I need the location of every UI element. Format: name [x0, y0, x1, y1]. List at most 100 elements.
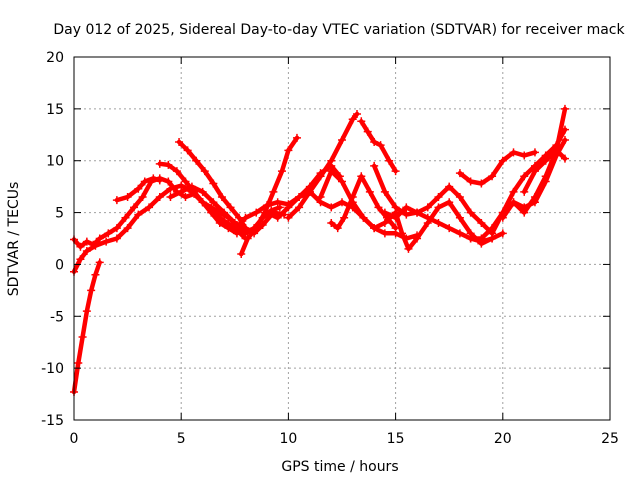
- data-point: [177, 187, 186, 196]
- data-point: [95, 234, 104, 243]
- data-point: [207, 203, 216, 212]
- data-point: [445, 224, 454, 233]
- data-point: [76, 242, 85, 251]
- data-point: [357, 117, 366, 126]
- data-point: [509, 198, 518, 207]
- data-point: [455, 193, 464, 202]
- data-point: [402, 203, 411, 212]
- data-point: [398, 229, 407, 238]
- data-point: [200, 167, 209, 176]
- data-point: [365, 187, 374, 196]
- data-point: [112, 196, 121, 205]
- data-point: [404, 244, 413, 253]
- data-point: [327, 218, 336, 227]
- data-point: [138, 193, 147, 202]
- data-point: [552, 146, 561, 155]
- x-tick-label: 15: [387, 431, 405, 447]
- data-point: [104, 229, 113, 238]
- data-point: [434, 193, 443, 202]
- x-tick-label: 20: [494, 431, 512, 447]
- data-point: [509, 187, 518, 196]
- data-point: [243, 234, 252, 243]
- data-point: [541, 156, 550, 165]
- data-point: [327, 203, 336, 212]
- data-point: [273, 198, 282, 207]
- data-point: [82, 246, 91, 255]
- data-point: [316, 172, 325, 181]
- data-point: [477, 234, 486, 243]
- data-point: [385, 156, 394, 165]
- data-point: [155, 176, 164, 185]
- x-tick-label: 5: [177, 431, 186, 447]
- data-point: [333, 224, 342, 233]
- data-point: [121, 213, 130, 222]
- data-point: [498, 229, 507, 238]
- data-point: [445, 182, 454, 191]
- data-point: [277, 167, 286, 176]
- data-point: [434, 203, 443, 212]
- data-point: [305, 187, 314, 196]
- data-point: [273, 213, 282, 222]
- data-point: [145, 203, 154, 212]
- series-pass-3: [71, 183, 248, 274]
- y-tick-label: 0: [55, 257, 64, 273]
- data-point: [380, 208, 389, 217]
- data-point: [102, 237, 111, 246]
- data-point: [541, 177, 550, 186]
- data-point: [374, 203, 383, 212]
- data-point: [380, 229, 389, 238]
- data-point: [560, 135, 569, 144]
- data-point: [498, 213, 507, 222]
- data-point: [220, 208, 229, 217]
- data-point: [348, 193, 357, 202]
- plot-frame: [73, 56, 611, 421]
- y-tick-label: 10: [46, 154, 64, 170]
- data-point: [391, 167, 400, 176]
- data-point: [220, 216, 229, 225]
- data-point: [402, 210, 411, 219]
- data-point: [445, 198, 454, 207]
- x-tick-label: 10: [279, 431, 297, 447]
- data-point: [353, 110, 362, 119]
- data-point: [149, 174, 158, 183]
- data-point: [498, 156, 507, 165]
- data-point: [340, 213, 349, 222]
- data-point: [155, 193, 164, 202]
- data-point: [232, 224, 241, 233]
- data-point: [327, 167, 336, 176]
- data-point: [262, 208, 271, 217]
- data-point: [455, 169, 464, 178]
- data-point: [295, 203, 304, 212]
- series-pass-9: [238, 135, 300, 257]
- data-point: [181, 177, 190, 186]
- data-point: [380, 187, 389, 196]
- data-point: [338, 177, 346, 186]
- data-point: [217, 193, 226, 202]
- data-point: [155, 159, 164, 168]
- data-point: [357, 172, 366, 181]
- data-point: [423, 203, 432, 212]
- data-point: [82, 237, 91, 246]
- data-point: [488, 229, 497, 238]
- data-point: [466, 208, 475, 217]
- data-point: [187, 182, 196, 191]
- series-pass-20: [489, 127, 568, 236]
- data-point: [181, 193, 190, 202]
- y-tick-label: 5: [55, 206, 64, 222]
- data-point: [140, 177, 149, 186]
- data-point: [284, 146, 293, 155]
- data-point: [198, 198, 207, 207]
- y-tick-label: -15: [41, 413, 64, 429]
- data-point: [91, 241, 100, 250]
- data-point: [292, 133, 301, 142]
- data-point: [78, 333, 87, 342]
- data-point: [370, 224, 379, 233]
- data-point: [74, 358, 83, 367]
- y-tick-label: -5: [50, 309, 64, 325]
- data-point: [338, 135, 346, 144]
- data-point: [284, 203, 293, 212]
- data-point: [520, 203, 529, 212]
- data-point: [391, 208, 400, 217]
- y-tick-label: 15: [46, 102, 64, 118]
